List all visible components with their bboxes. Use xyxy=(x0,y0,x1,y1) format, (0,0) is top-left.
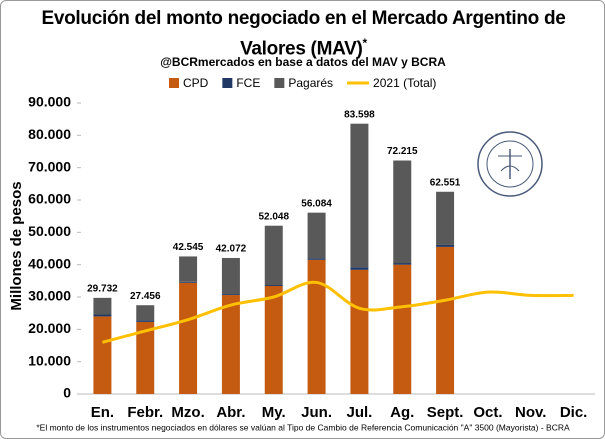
bar-segment xyxy=(264,285,283,287)
subtitle: @BCRmercados en base a datos del MAV y B… xyxy=(160,55,446,69)
bar-segment xyxy=(307,258,326,260)
x-tick-label: Abr. xyxy=(216,404,245,421)
bar-segment xyxy=(179,256,198,282)
legend-label: 2021 (Total) xyxy=(373,76,436,90)
bar-segment xyxy=(393,263,412,265)
bar-segment xyxy=(436,246,455,394)
x-tick-label: En. xyxy=(91,404,114,421)
legend-swatch xyxy=(169,78,179,88)
bar-segment xyxy=(350,123,369,268)
total-label: 42.545 xyxy=(173,242,204,253)
total-label: 27.456 xyxy=(130,291,161,302)
y-tick-label: 10.000 xyxy=(28,352,71,368)
total-label: 42.072 xyxy=(216,244,247,255)
x-tick-label: Oct. xyxy=(473,404,502,421)
y-tick-label: 30.000 xyxy=(28,288,71,304)
x-tick-label: My. xyxy=(262,404,286,421)
title-text: Evolución del monto negociado en el Merc… xyxy=(41,8,566,60)
x-tick-label: Ag. xyxy=(390,404,414,421)
y-tick-label: 80.000 xyxy=(28,126,71,142)
bar-segment xyxy=(307,259,326,394)
bar-segment xyxy=(264,286,283,394)
total-label: 62.551 xyxy=(430,177,461,188)
bar-segment xyxy=(221,295,240,394)
y-tick-label: 0 xyxy=(63,385,71,401)
bar-segment xyxy=(136,321,155,394)
footnote: *El monto de los instrumentos negociados… xyxy=(36,422,570,432)
bar-segment xyxy=(93,314,112,317)
total-label: 29.732 xyxy=(87,284,118,295)
y-tick-label: 50.000 xyxy=(28,223,71,239)
bar-segment xyxy=(350,267,369,270)
x-tick-label: Dic. xyxy=(560,404,588,421)
bar-segment xyxy=(136,305,155,321)
bar-segment xyxy=(436,244,455,247)
bar-segment xyxy=(136,320,155,322)
x-tick-label: Jun. xyxy=(301,404,332,421)
legend-label: FCE xyxy=(236,76,260,90)
logo xyxy=(477,131,543,197)
total-label: 52.048 xyxy=(258,211,289,222)
bar-segment xyxy=(179,281,198,283)
x-tick-label: Jul. xyxy=(346,404,372,421)
bar-segment xyxy=(393,160,412,264)
total-label: 83.598 xyxy=(344,109,375,120)
x-tick-label: Mzo. xyxy=(171,404,204,421)
y-tick-label: 70.000 xyxy=(28,158,71,174)
title-mark: * xyxy=(362,36,368,50)
legend-label: Pagarés xyxy=(288,76,333,90)
bar-segment xyxy=(221,294,240,296)
bar-segment xyxy=(307,212,326,259)
y-tick-label: 60.000 xyxy=(28,191,71,207)
bar-segment xyxy=(221,257,240,295)
x-tick-label: Sept. xyxy=(427,404,464,421)
bar-segment xyxy=(179,282,198,394)
line-series xyxy=(102,280,574,344)
x-tick-label: Febr. xyxy=(127,404,163,421)
bar-segment xyxy=(350,269,369,394)
x-tick-label: Nov. xyxy=(515,404,546,421)
total-label: 56.084 xyxy=(301,198,332,209)
legend-label: CPD xyxy=(183,76,209,90)
bar-segment xyxy=(436,191,455,245)
total-label: 72.215 xyxy=(387,146,418,157)
y-tick-label: 20.000 xyxy=(28,320,71,336)
legend-swatch xyxy=(274,78,285,88)
y-tick-label: 90.000 xyxy=(28,94,71,110)
y-axis-label: Millones de pesos xyxy=(8,181,25,310)
bar-segment xyxy=(93,316,112,394)
bar-segment xyxy=(393,264,412,394)
bar-segment xyxy=(93,297,112,315)
bar-segment xyxy=(264,225,283,286)
y-tick-label: 40.000 xyxy=(28,255,71,271)
chart-title: Evolución del monto negociado en el Merc… xyxy=(41,7,566,61)
legend-swatch xyxy=(222,78,233,88)
